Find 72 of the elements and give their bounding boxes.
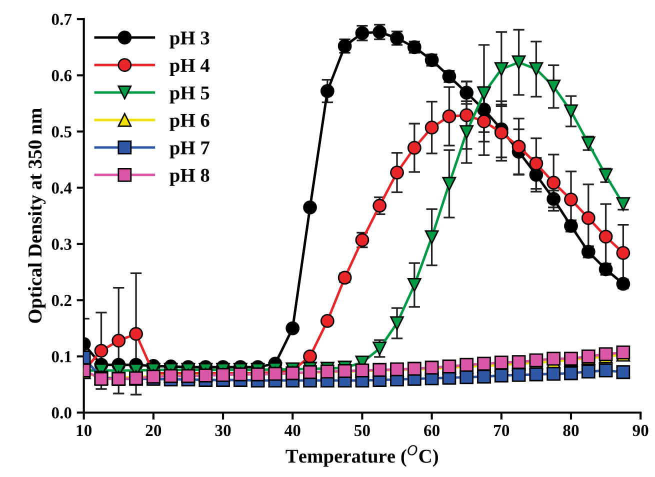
point (94, 344, 108, 358)
legend-label: pH 3 (170, 31, 210, 48)
y-tick-label: 0.3 (52, 238, 72, 250)
x-tick-label: 30 (215, 424, 231, 436)
point (512, 140, 526, 154)
y-tick-label: 0.5 (52, 126, 72, 138)
point (529, 156, 544, 171)
point (372, 198, 387, 213)
legend-label: pH 8 (170, 168, 210, 186)
y-tick-label: 0.0 (52, 407, 72, 419)
point (581, 211, 596, 226)
point (546, 366, 561, 381)
point (477, 114, 491, 128)
point (564, 192, 578, 206)
y-tick-label: 0.1 (52, 351, 72, 362)
point (581, 364, 596, 379)
point (494, 62, 508, 76)
point (112, 334, 126, 348)
x-tick-label: 70 (494, 424, 510, 436)
point (460, 125, 474, 140)
x-axis-title: Temperature ($^{O}$C) (286, 445, 438, 467)
point (546, 176, 561, 190)
point (424, 120, 439, 135)
y-tick-label: 0.2 (52, 294, 72, 306)
legend-label: pH 7 (170, 142, 210, 158)
point (390, 316, 404, 330)
point (598, 363, 613, 378)
point (494, 368, 508, 382)
point (494, 126, 508, 140)
legend-label: pH 4 (170, 59, 210, 76)
point (286, 321, 300, 336)
y-axis-title: Optical Density at 350 nm (28, 108, 46, 323)
point (442, 109, 456, 124)
x-tick-label: 60 (424, 424, 440, 436)
x-tick-label: 80 (563, 424, 579, 436)
point (512, 55, 526, 70)
point (407, 140, 422, 155)
point (320, 84, 334, 98)
x-tick-label: 50 (354, 424, 370, 436)
point (424, 230, 439, 244)
y-tick-label: 0.6 (52, 70, 72, 82)
x-tick-label: 10 (76, 424, 92, 436)
point (598, 230, 613, 244)
point (442, 176, 456, 191)
y-tick-label: 0.7 (52, 14, 72, 26)
point (529, 367, 544, 382)
x-tick-label: 90 (632, 424, 648, 436)
point (616, 346, 630, 360)
point (616, 365, 630, 380)
point (546, 80, 561, 94)
point (616, 197, 630, 211)
point (407, 278, 422, 292)
point (512, 368, 526, 382)
point (303, 200, 317, 214)
legend-label: pH 5 (170, 86, 210, 104)
point (303, 349, 317, 364)
point (372, 342, 387, 356)
point (616, 246, 630, 260)
point (460, 108, 474, 122)
y-tick-label: 0.4 (52, 182, 72, 194)
point (390, 166, 404, 180)
point (477, 370, 491, 384)
point (564, 366, 578, 380)
point (529, 62, 544, 76)
point (129, 326, 143, 341)
point (546, 352, 561, 366)
x-tick-label: 40 (284, 424, 300, 436)
legend-label: pH 6 (170, 114, 210, 131)
point (477, 86, 491, 100)
x-tick-label: 20 (146, 424, 162, 436)
point (564, 104, 578, 118)
point (320, 314, 334, 328)
